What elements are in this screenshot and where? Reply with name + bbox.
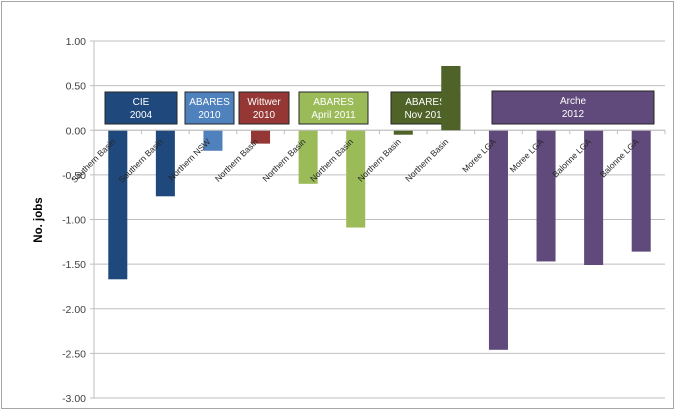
group-label-year: Nov 2011 [404,110,447,121]
group-label-box [238,91,290,125]
y-tick-label: -1.00 [62,215,86,227]
bar [631,130,651,252]
bar [155,130,175,197]
y-tick-label: -1.50 [62,259,86,271]
bar [346,130,366,228]
group-label-box [298,91,369,125]
y-tick-label: -2.50 [62,348,86,360]
y-tick-label: -2.00 [62,304,86,316]
group-label-year: 2010 [253,110,276,121]
bar [203,130,223,151]
group-label-name: ABARES [189,97,230,108]
bar [393,130,413,135]
group-label-box [491,90,655,125]
bar [441,65,461,131]
group-label-name: ABARES [405,97,446,108]
bar [536,130,556,262]
group-label-box [184,91,235,125]
group-label-year: 2012 [562,109,585,120]
group-label-year: 2004 [130,110,153,121]
y-tick-label: -3.00 [62,393,86,405]
group-label-name: Arche [560,96,587,107]
group-label-name: Wittwer [247,97,281,108]
x-category-label: Northern Basin [403,136,450,183]
y-tick-label: -0.50 [62,170,86,182]
y-tick-label: 1.00 [66,36,87,48]
y-tick-label: 0.50 [66,81,87,93]
group-label-box [104,91,178,125]
bar [298,130,318,184]
group-label-year: April 2011 [311,110,356,121]
group-label-year: 2010 [198,110,221,121]
group-label-name: CIE [133,97,150,108]
bar [584,130,604,266]
bar [108,130,128,280]
y-axis-title: No. jobs [33,197,45,242]
group-label-name: ABARES [313,97,354,108]
y-tick-label: 0.00 [66,125,87,137]
bar [488,130,508,350]
bar [251,130,271,144]
